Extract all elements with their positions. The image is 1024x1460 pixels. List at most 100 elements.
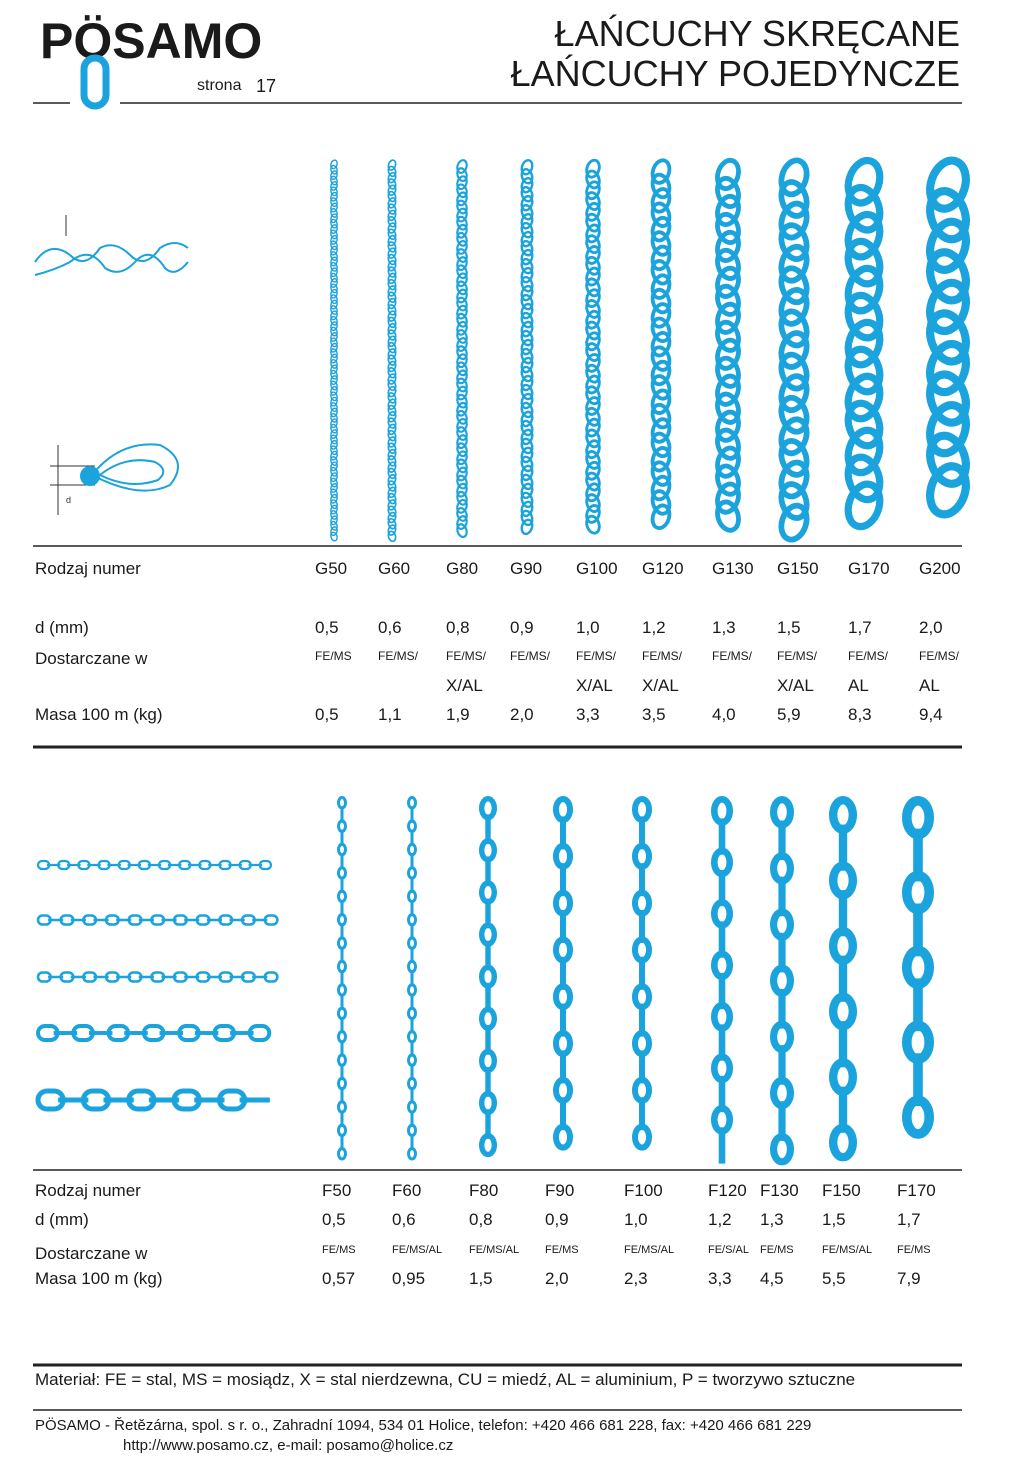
- cell: 5,5: [822, 1269, 846, 1288]
- chain-link: [410, 829, 414, 847]
- chain-link: [778, 932, 786, 973]
- chain-link: [639, 1003, 645, 1037]
- chain-link: [844, 480, 884, 531]
- cell: FE/MS: [545, 1244, 579, 1256]
- cell: FE/MS/: [848, 649, 889, 663]
- chain-link: [456, 523, 468, 539]
- chain-link: [340, 806, 344, 823]
- chain-link: [194, 1097, 225, 1103]
- chain-link: [387, 215, 397, 228]
- cell: 1,5: [822, 1210, 846, 1229]
- row-label: Rodzaj numer: [35, 1181, 141, 1200]
- cell: G150: [777, 559, 819, 578]
- chain-link: [585, 201, 601, 222]
- chain-link: [330, 202, 338, 213]
- chain-link: [387, 247, 397, 259]
- chain-link: [387, 448, 397, 461]
- chain-link: [184, 918, 200, 922]
- chain-link: [844, 345, 884, 396]
- chain-link: [456, 248, 468, 263]
- chain-link: [330, 380, 338, 391]
- chain-link: [485, 1024, 491, 1055]
- chain-link: [340, 946, 344, 964]
- chain-link: [456, 231, 468, 247]
- chain-link: [387, 341, 397, 354]
- twist-diagram: [34, 215, 189, 515]
- chain-link: [585, 363, 601, 384]
- chain-link: [330, 396, 338, 407]
- chain-link: [838, 824, 848, 871]
- cell: G200: [919, 559, 961, 578]
- chain-link: [387, 291, 397, 304]
- chain-link: [410, 1016, 414, 1034]
- cell: FE/MS/: [919, 649, 960, 663]
- chain-link: [456, 474, 468, 490]
- chain-link: [387, 278, 397, 291]
- chain-link: [387, 505, 397, 517]
- chain-link: [387, 354, 397, 366]
- chain-link: [456, 482, 468, 498]
- chain-link: [456, 417, 468, 433]
- chain-link: [585, 234, 601, 255]
- chain-link: [838, 890, 848, 937]
- chain-link: [330, 299, 338, 310]
- chain-link: [485, 814, 491, 845]
- chain-link: [340, 1016, 344, 1034]
- chain-link: [387, 228, 397, 241]
- chain-link: [520, 203, 534, 221]
- chain-link: [778, 876, 786, 917]
- chain-link: [520, 311, 534, 329]
- cell: FE/MS/: [446, 649, 487, 663]
- chain-link: [585, 460, 601, 481]
- page-number: 17: [256, 76, 277, 96]
- chain-link: [650, 215, 672, 243]
- chain-link: [330, 445, 338, 456]
- cell: 1,1: [378, 705, 402, 724]
- chain-link: [778, 438, 810, 478]
- chain-link: [520, 428, 534, 446]
- chain-link: [520, 482, 534, 500]
- chain-link: [778, 373, 810, 413]
- chain-link: [387, 499, 397, 511]
- chain-link: [387, 366, 397, 379]
- chain-link: [330, 353, 338, 364]
- chain-link: [585, 169, 601, 190]
- cell: F150: [822, 1181, 861, 1200]
- chain-link: [456, 353, 468, 369]
- chain-link: [330, 315, 338, 326]
- chain-link: [456, 272, 468, 288]
- chain-link: [456, 328, 468, 344]
- chain-link: [330, 283, 338, 294]
- dimension-label: d: [66, 495, 71, 505]
- chain-link: [340, 1063, 344, 1081]
- chain-link: [456, 377, 468, 393]
- chain-link: [650, 273, 672, 300]
- chain-link: [330, 213, 338, 224]
- chain-link: [330, 493, 338, 504]
- chain-link: [778, 459, 810, 500]
- chain-link: [650, 201, 672, 228]
- row-label: Rodzaj numer: [35, 559, 141, 578]
- chain-link: [520, 239, 534, 257]
- chain-link: [520, 383, 534, 401]
- chain-link: [330, 207, 338, 218]
- chain-link: [844, 264, 884, 315]
- chain-link: [520, 194, 534, 212]
- chain-link: [387, 480, 397, 492]
- chain-link: [520, 293, 534, 311]
- chain-link: [585, 471, 601, 492]
- chain-link: [330, 310, 338, 321]
- cell: F50: [322, 1181, 352, 1200]
- chain-link: [48, 918, 64, 922]
- chain-link: [340, 1040, 344, 1057]
- chain-link: [148, 1097, 180, 1103]
- chain-link: [778, 200, 810, 241]
- chain-link: [387, 530, 397, 543]
- chain-link: [330, 520, 338, 531]
- chain-link: [410, 946, 414, 964]
- chain-link: [520, 509, 534, 527]
- chain-link: [650, 374, 672, 401]
- cell: 4,5: [760, 1269, 784, 1288]
- chain-link: [926, 339, 970, 397]
- chain-link: [778, 1101, 786, 1141]
